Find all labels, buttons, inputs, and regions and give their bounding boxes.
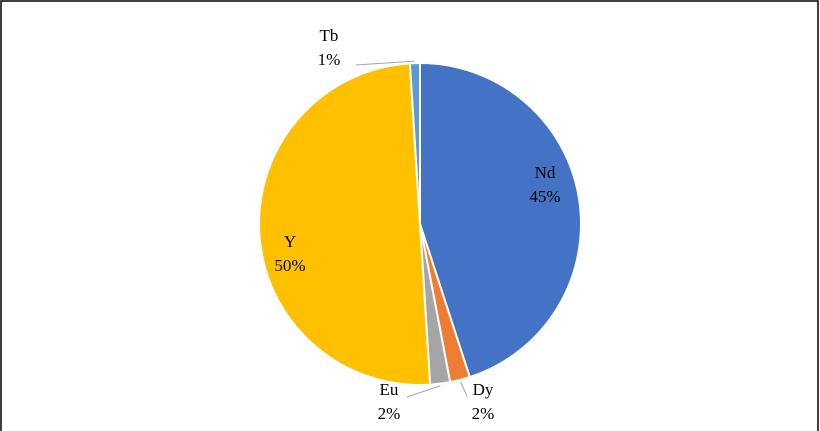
pie-slice xyxy=(257,62,432,387)
leader-line xyxy=(460,381,468,397)
slice-name: Tb xyxy=(320,26,339,45)
slice-name: Y xyxy=(284,232,296,251)
slice-value-label: 1% xyxy=(318,50,341,69)
slice-name: Dy xyxy=(473,380,494,399)
slice-value-label: 50% xyxy=(274,256,305,275)
slice-value-label: 45% xyxy=(529,187,560,206)
pie-slice xyxy=(408,61,421,225)
slice-name: Nd xyxy=(535,163,556,182)
slice-name: Eu xyxy=(380,380,399,399)
slice-value-label: 2% xyxy=(472,404,495,423)
pie-slice xyxy=(419,61,582,379)
slice-value-label: 2% xyxy=(378,404,401,423)
leader-line xyxy=(406,385,441,398)
leader-line xyxy=(355,60,415,66)
